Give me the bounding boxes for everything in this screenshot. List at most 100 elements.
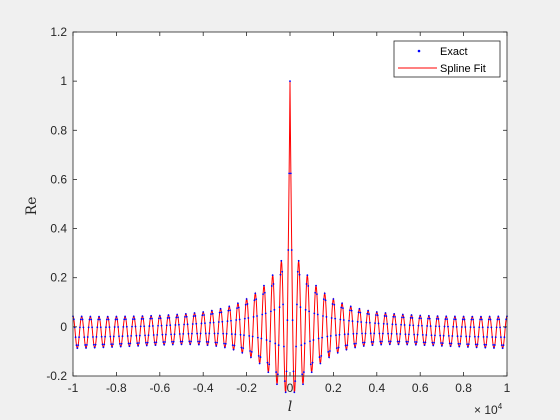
exact-data-point (462, 315, 465, 318)
exact-data-point (275, 371, 278, 373)
exact-data-point (167, 314, 170, 316)
exact-data-point (212, 321, 215, 324)
exact-data-point (174, 324, 177, 326)
exact-data-point (105, 318, 108, 321)
exact-data-point (176, 313, 179, 316)
exact-data-point (473, 326, 475, 329)
exact-data-point (290, 249, 293, 251)
exact-data-point (406, 343, 409, 346)
exact-data-point (150, 314, 153, 317)
exact-data-point (107, 318, 110, 321)
exact-data-point (432, 344, 435, 347)
exact-data-point (351, 320, 354, 323)
exact-data-point (164, 341, 166, 343)
exact-data-point (219, 307, 222, 310)
exact-data-point (251, 335, 254, 338)
exact-data-point (316, 313, 319, 316)
exact-data-point (215, 345, 218, 347)
exact-data-point (253, 299, 256, 302)
y-tick-label: 0.4 (50, 222, 67, 236)
exact-data-point (79, 326, 81, 329)
exact-data-point (447, 325, 449, 328)
exact-data-point (193, 312, 196, 314)
exact-data-point (191, 332, 193, 335)
exact-data-point (110, 343, 113, 346)
exact-data-point (134, 325, 137, 328)
exact-data-point (374, 322, 376, 325)
exact-data-point (416, 333, 419, 336)
exact-data-point (381, 332, 384, 335)
exact-data-point (407, 340, 409, 343)
exact-data-point (369, 332, 372, 335)
exact-data-point (224, 346, 226, 349)
exact-data-point (109, 335, 112, 338)
exact-data-point (104, 335, 107, 338)
exact-data-point (355, 342, 357, 345)
exact-data-point (143, 325, 146, 328)
x-tick-label: 0.4 (368, 381, 385, 395)
exact-data-point (413, 333, 416, 336)
exact-data-point (392, 315, 395, 318)
exact-data-point (273, 308, 276, 311)
exact-data-point (365, 321, 368, 324)
exact-data-point (236, 307, 238, 310)
exact-data-point (498, 318, 501, 321)
exact-data-point (165, 324, 168, 327)
exact-data-point (90, 318, 93, 321)
exact-data-point (497, 315, 500, 318)
exact-data-point (333, 303, 336, 306)
exact-data-point (231, 344, 234, 347)
exact-data-point (315, 284, 317, 287)
exact-data-point (119, 345, 122, 348)
exact-data-point (276, 383, 278, 386)
exact-data-point (362, 345, 365, 347)
exact-data-point (424, 341, 427, 344)
exact-data-point (403, 324, 406, 326)
exact-data-point (386, 323, 389, 325)
exact-data-point (346, 344, 349, 347)
exact-data-point (292, 370, 295, 373)
exact-data-point (84, 344, 87, 346)
exact-data-point (264, 312, 267, 315)
exact-data-point (505, 318, 508, 321)
exact-data-point (205, 340, 208, 343)
exact-data-point (172, 340, 175, 343)
exact-data-point (91, 326, 93, 329)
exact-data-point (197, 343, 200, 346)
exact-data-point (117, 326, 120, 328)
exact-data-point (359, 311, 362, 314)
exact-data-point (194, 315, 197, 317)
exact-data-point (148, 325, 151, 327)
exact-data-point (186, 323, 189, 326)
legend-box (393, 40, 501, 78)
exact-data-point (345, 348, 348, 351)
exact-data-point (304, 308, 307, 311)
exact-data-point (257, 354, 260, 357)
exact-data-point (323, 292, 326, 295)
exact-data-point (131, 318, 134, 321)
exact-data-point (239, 333, 242, 336)
exact-data-point (127, 342, 130, 345)
exact-data-point (100, 335, 103, 338)
exact-data-point (401, 316, 403, 319)
exact-data-point (322, 298, 325, 301)
exact-data-point (370, 341, 373, 343)
exact-data-point (99, 318, 101, 321)
exact-data-point (125, 325, 128, 328)
exact-data-point (466, 343, 468, 345)
exact-data-point (353, 342, 356, 345)
x-tick-label: -1 (68, 381, 79, 395)
exact-data-point (261, 313, 264, 316)
exact-data-point (121, 335, 124, 338)
x-tick-label: -0.4 (193, 381, 214, 395)
exact-data-point (389, 340, 392, 343)
exact-data-point (217, 332, 219, 335)
exact-data-point (330, 317, 333, 319)
exact-data-point (175, 316, 178, 319)
exact-data-point (77, 344, 80, 347)
x-tick-label: -0.2 (236, 381, 257, 395)
exact-data-point (207, 341, 210, 343)
exact-data-point (295, 345, 297, 348)
exact-data-point (210, 313, 212, 315)
